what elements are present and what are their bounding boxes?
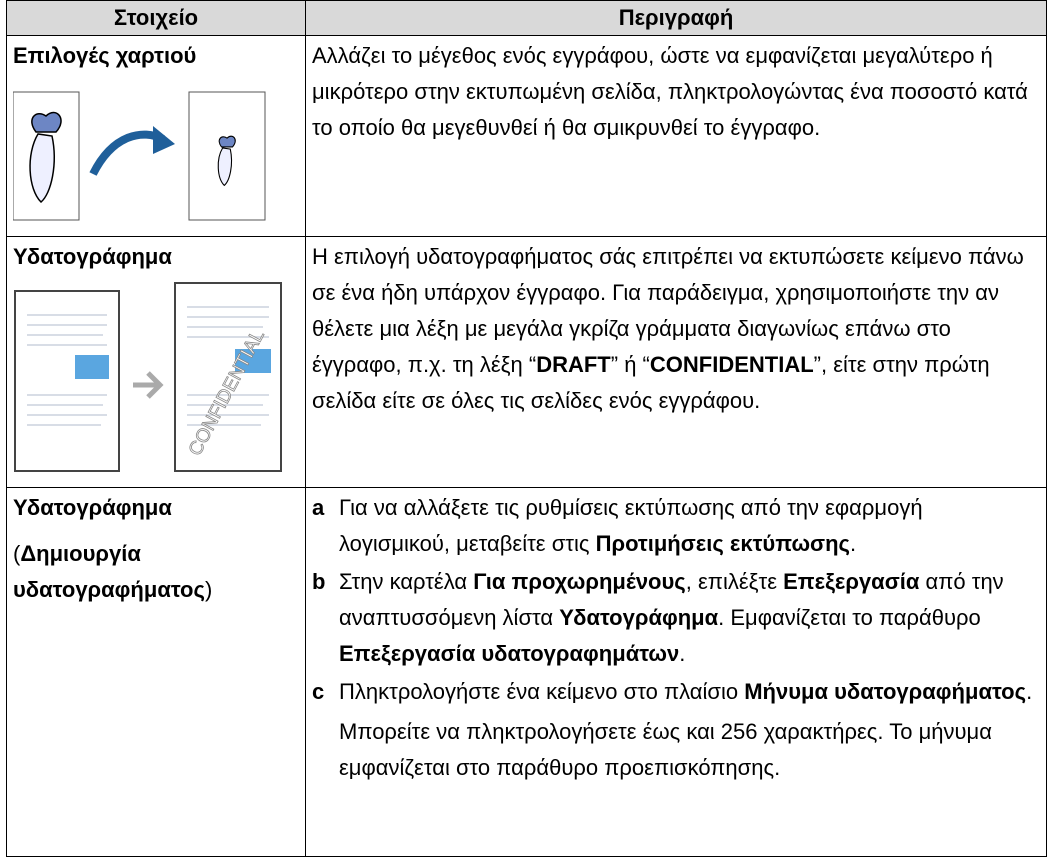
step: b Στην καρτέλα Για προχωρημένους, επιλέξτ… [312, 564, 1038, 672]
table: Στοιχείο Περιγραφή Επιλογές χαρτιού Αλλά [6, 0, 1047, 857]
step-label: a [312, 495, 325, 520]
header-row: Στοιχείο Περιγραφή [6, 0, 1047, 36]
text-run: Για να αλλάξετε τις ρυθμίσεις εκτύπωσης … [339, 495, 923, 556]
text-run: Στην καρτέλα [339, 569, 474, 594]
bold-text: Επεξεργασία υδατογραφημάτων [339, 641, 680, 666]
header-cell: Περιγραφή [305, 0, 1047, 36]
resize-illustration [13, 91, 266, 221]
text-run: από την αναπτυσσόμενη λίστα [339, 569, 1004, 630]
cell: Υδατογράφημα (Δημιουργία υδατογραφήματος… [6, 487, 306, 857]
bold-text: Υδατογράφημα [559, 605, 719, 630]
text-run: . [849, 531, 857, 556]
header-cell: Στοιχείο [6, 0, 306, 36]
text-run: . [1026, 679, 1033, 704]
text-run: ” ή “ [610, 352, 650, 377]
cell: Υδατογράφημα CONFIDENTIAL [6, 236, 306, 488]
text-run: ”, είτε στην πρώτη σελίδα είτε σε όλες τ… [312, 352, 990, 413]
text-run: ) [204, 577, 213, 602]
watermark-illustration: CONFIDENTIAL [14, 282, 282, 472]
bold-text: Επεξεργασία [783, 569, 920, 594]
text-run: , επιλέξτε [685, 569, 784, 594]
cell: Αλλάζει το μέγεθος ενός εγγράφου, ώστε ν… [305, 35, 1047, 237]
bold-text: Δημιουργία υδατογραφήματος [13, 541, 205, 602]
text-run: ( [13, 541, 21, 566]
text-run: . [679, 641, 686, 666]
item-note: (Δημιουργία υδατογραφήματος) [13, 536, 297, 608]
item-title: Επιλογές χαρτιού [13, 43, 197, 68]
text-run: Αλλάζει το μέγεθος ενός εγγράφου, ώστε ν… [312, 43, 1028, 140]
step-note: Μπορείτε να πληκτρολογήσετε έως και 256 … [339, 719, 992, 780]
steps: a Για να αλλάξετε τις ρυθμίσεις εκτύπωσης… [312, 490, 1038, 786]
row: Επιλογές χαρτιού Αλλάζει το μέγεθος ενός… [6, 35, 1047, 237]
item-title: Υδατογράφημα [13, 244, 172, 269]
description: Αλλάζει το μέγεθος ενός εγγράφου, ώστε ν… [312, 38, 1038, 146]
step-body: Πληκτρολογήστε ένα κείμενο στο πλαίσιο Μ… [339, 674, 1038, 786]
step: c Πληκτρολογήστε ένα κείμενο στο πλαίσιο … [312, 674, 1038, 786]
text-run: . Εμφανίζεται το παράθυρο [718, 605, 981, 630]
step: a Για να αλλάξετε τις ρυθμίσεις εκτύπωσης… [312, 490, 1038, 562]
row: Υδατογράφημα (Δημιουργία υδατογραφήματος… [6, 487, 1047, 857]
step-body: Στην καρτέλα Για προχωρημένους, επιλέξτε… [339, 564, 1038, 672]
step-body: Για να αλλάξετε τις ρυθμίσεις εκτύπωσης … [339, 490, 1038, 562]
step-text: Για να αλλάξετε τις ρυθμίσεις εκτύπωσης … [339, 490, 1038, 562]
bold-text: Για προχωρημένους [473, 569, 686, 594]
description: Η επιλογή υδατογραφήματος σάς επιτρέπει … [312, 239, 1038, 419]
cell: Η επιλογή υδατογραφήματος σάς επιτρέπει … [305, 236, 1047, 488]
text-run: Πληκτρολογήστε ένα κείμενο στο πλαίσιο [339, 679, 745, 704]
bold-text: Προτιμήσεις εκτύπωσης [595, 531, 850, 556]
bold-text: CONFIDENTIAL [649, 352, 814, 377]
cell: a Για να αλλάξετε τις ρυθμίσεις εκτύπωσης… [305, 487, 1047, 857]
bold-text: DRAFT [536, 352, 611, 377]
step-text: Στην καρτέλα Για προχωρημένους, επιλέξτε… [339, 564, 1038, 672]
cell: Επιλογές χαρτιού [6, 35, 306, 237]
text-run: Η επιλογή υδατογραφήματος σάς επιτρέπει … [312, 244, 1024, 377]
step-label: c [312, 679, 325, 704]
bold-text: Μήνυμα υδατογραφήματος [744, 679, 1027, 704]
row: Υδατογράφημα CONFIDENTIAL [6, 236, 1047, 488]
item-title: Υδατογράφημα [13, 495, 172, 520]
step-label: b [312, 569, 326, 594]
step-text: Πληκτρολογήστε ένα κείμενο στο πλαίσιο Μ… [339, 674, 1038, 710]
